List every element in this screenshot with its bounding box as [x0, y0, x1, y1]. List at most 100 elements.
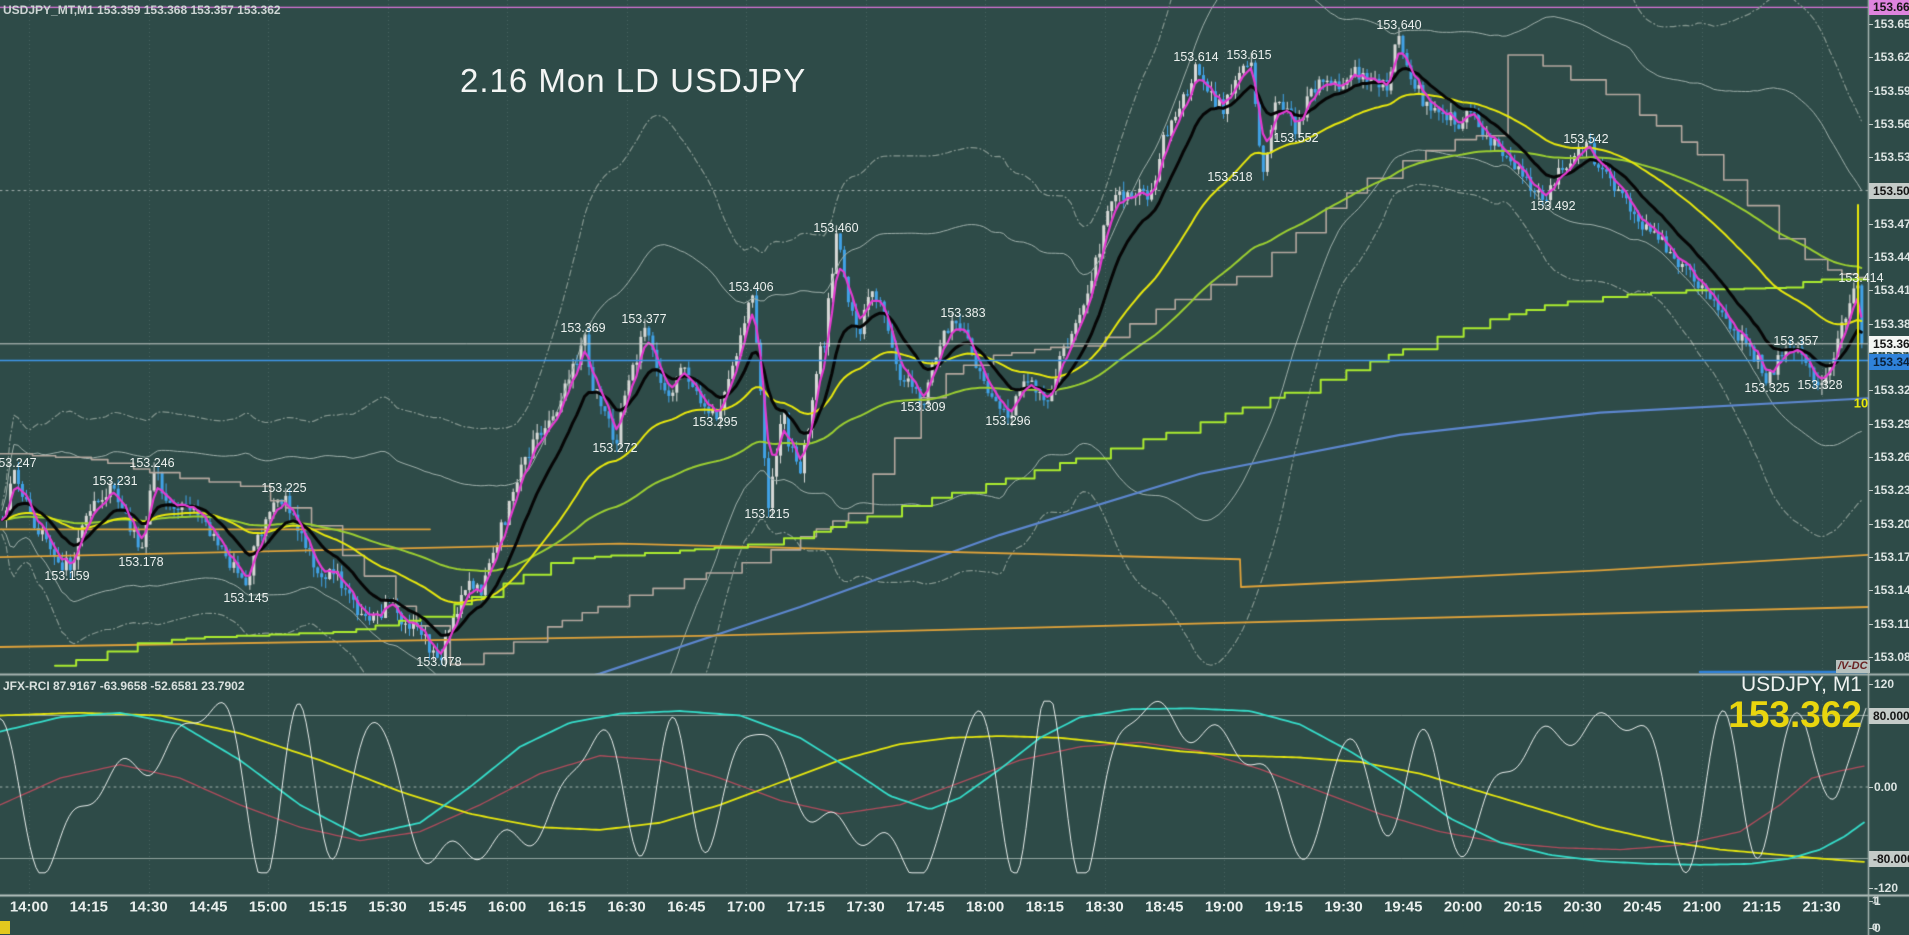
- price-axis-tickmark: [1869, 490, 1873, 491]
- vline-count-label: 10: [1853, 395, 1869, 411]
- price-axis-tick: 153.320: [1874, 383, 1909, 397]
- swing-price-label: 153.159: [44, 569, 90, 583]
- price-axis-tick: 153.530: [1874, 150, 1909, 164]
- swing-price-label: 153.145: [223, 591, 269, 605]
- time-axis-label: 15:00: [248, 898, 288, 916]
- price-axis-tick: 153.440: [1874, 250, 1909, 264]
- time-axis-label: 14:30: [129, 898, 168, 916]
- swing-price-label: 153.518: [1207, 170, 1253, 184]
- price-axis-tick: -120: [1874, 881, 1899, 895]
- time-axis-label: 18:15: [1025, 898, 1064, 916]
- swing-price-label: 153.225: [261, 481, 307, 495]
- swing-price-label: 153.309: [900, 400, 946, 414]
- price-axis-tick: 153.140: [1874, 583, 1909, 597]
- price-axis-tick: 153.290: [1874, 417, 1909, 431]
- price-axis-tickmark: [1869, 684, 1873, 685]
- time-axis-label: 19:15: [1264, 898, 1303, 916]
- time-axis-label: 14:45: [189, 898, 228, 916]
- time-axis-label: 17:15: [786, 898, 825, 916]
- swing-price-label: 153.231: [92, 474, 138, 488]
- chart-watermark-title: 2.16 Mon LD USDJPY: [460, 62, 807, 99]
- swing-price-label: 153.640: [1376, 18, 1422, 32]
- swing-price-label: 153.377: [621, 312, 667, 326]
- price-axis-tick: 0: [1874, 921, 1881, 935]
- price-axis-tick: 153.620: [1874, 50, 1909, 64]
- price-axis-tick: 153.650: [1874, 17, 1909, 31]
- swing-price-label: 153.325: [1744, 381, 1790, 395]
- swing-price-label: 153.552: [1273, 131, 1319, 145]
- time-axis-label: 15:45: [428, 898, 467, 916]
- price-axis-tickmark: [1869, 352, 1873, 353]
- corner-tool-icon[interactable]: [0, 921, 10, 934]
- vdc-indicator-badge[interactable]: /V-DC: [1836, 660, 1870, 673]
- indicator-title-readout: JFX-RCI 87.9167 -63.9658 -52.6581 23.790…: [3, 679, 245, 693]
- swing-price-label: 153.272: [592, 441, 638, 455]
- time-axis-label: 18:00: [965, 898, 1005, 916]
- swing-price-label: 153.460: [813, 221, 859, 235]
- time-axis-label: 20:45: [1623, 898, 1662, 916]
- swing-price-label: 153.542: [1563, 132, 1609, 146]
- time-axis-label: 20:15: [1503, 898, 1542, 916]
- mini-scale-top: 1: [1872, 895, 1878, 907]
- time-axis-label: 18:30: [1085, 898, 1124, 916]
- price-axis-tick: 153.560: [1874, 117, 1909, 131]
- swing-price-label: 153.614: [1173, 50, 1219, 64]
- price-axis-tickmark: [1869, 124, 1873, 125]
- time-axis-label: 21:15: [1742, 898, 1781, 916]
- price-axis-tickmark: [1869, 290, 1873, 291]
- time-axis-label: 19:45: [1384, 898, 1423, 916]
- time-axis-label: 16:30: [607, 898, 646, 916]
- symbol-ohlc-readout: USDJPY_MT,M1 153.359 153.368 153.357 153…: [3, 3, 281, 17]
- time-axis-label: 20:00: [1443, 898, 1483, 916]
- swing-price-label: 153.406: [728, 280, 774, 294]
- price-axis-tickmark: [1869, 624, 1873, 625]
- price-axis-tick: 153.410: [1874, 283, 1909, 297]
- price-axis-tickmark: [1869, 657, 1873, 658]
- price-axis-tick: 153.590: [1874, 84, 1909, 98]
- price-axis-tick: 1: [1874, 894, 1881, 908]
- price-axis-tickmark: [1869, 24, 1873, 25]
- price-axis-tickmark: [1869, 424, 1873, 425]
- price-axis-tick: 120: [1874, 677, 1895, 691]
- time-axis-label: 15:30: [368, 898, 407, 916]
- time-axis-label: 17:00: [726, 898, 766, 916]
- price-axis-tickmark: [1869, 928, 1873, 929]
- time-axis-label: 17:45: [906, 898, 945, 916]
- time-axis-label: 21:00: [1682, 898, 1722, 916]
- price-axis-tick: 153.080: [1874, 650, 1909, 664]
- price-axis-tickmark: [1869, 457, 1873, 458]
- swing-price-label: 153.357: [1773, 334, 1819, 348]
- swing-price-label: 153.078: [416, 655, 462, 669]
- price-axis-tick: 153.200: [1874, 517, 1909, 531]
- swing-price-label: 153.295: [692, 415, 738, 429]
- price-axis-tickmark: [1869, 524, 1873, 525]
- price-axis-tickmark: [1869, 901, 1873, 902]
- price-axis-tickmark: [1869, 390, 1873, 391]
- pair-timeframe-label: USDJPY, M1: [1741, 673, 1862, 696]
- swing-price-label: 153.246: [129, 456, 175, 470]
- price-axis-tickmark: [1869, 157, 1873, 158]
- swing-price-label: 153.414: [1838, 271, 1884, 285]
- swing-price-label: 153.383: [940, 306, 986, 320]
- price-axis-tick: 153.260: [1874, 450, 1909, 464]
- price-axis-box: 153.665: [1869, 0, 1909, 15]
- price-axis-tickmark: [1869, 787, 1873, 788]
- price-axis-tickmark: [1869, 224, 1873, 225]
- swing-price-label: 153.247: [0, 456, 37, 470]
- price-axis-tickmark: [1869, 590, 1873, 591]
- time-axis-label: 16:15: [547, 898, 586, 916]
- time-axis-label: 16:00: [487, 898, 527, 916]
- price-axis-tick: 153.110: [1874, 617, 1909, 631]
- price-axis-tickmark: [1869, 324, 1873, 325]
- price-axis-tick: 153.170: [1874, 550, 1909, 564]
- price-axis-tickmark: [1869, 257, 1873, 258]
- price-axis-tickmark: [1869, 91, 1873, 92]
- swing-price-label: 153.215: [744, 507, 790, 521]
- price-axis-tick: 0.00: [1874, 780, 1898, 794]
- price-axis-box: 153.347: [1869, 354, 1909, 370]
- time-axis-label: 18:45: [1145, 898, 1184, 916]
- time-axis-label: 15:15: [308, 898, 347, 916]
